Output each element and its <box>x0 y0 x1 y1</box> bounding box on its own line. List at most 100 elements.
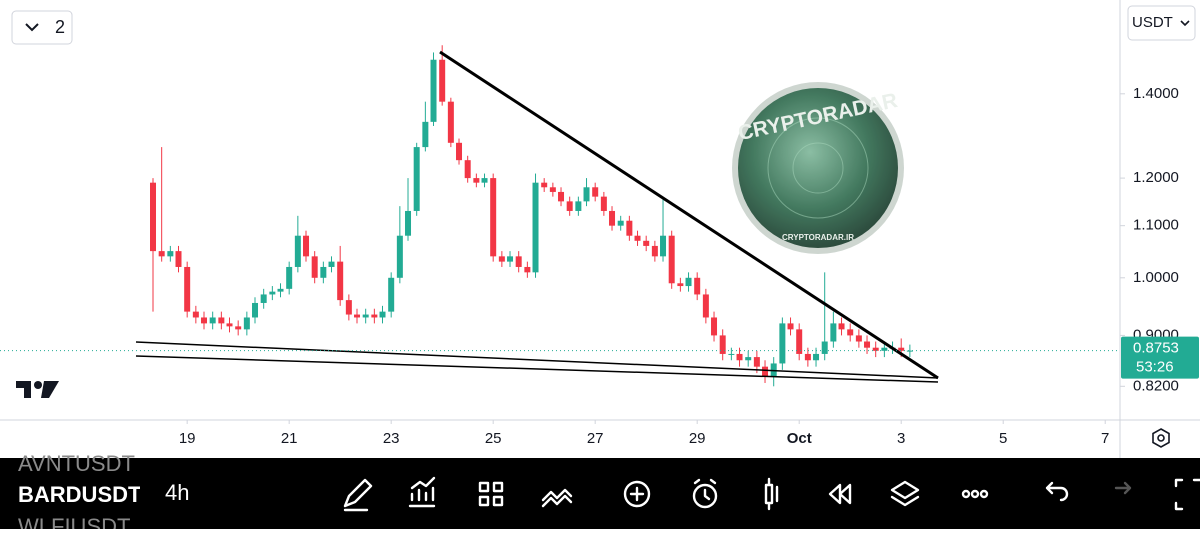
trend-line <box>135 355 939 383</box>
candle-body <box>838 323 845 330</box>
symbol[interactable]: AVNTUSDT <box>18 451 135 476</box>
trend-line <box>439 50 939 380</box>
candle-body <box>906 350 913 352</box>
candle-body <box>396 235 403 278</box>
watermark-site: CRYPTORADAR.IR <box>782 233 854 242</box>
candle-body <box>549 187 556 192</box>
candle-body <box>184 266 191 312</box>
alert-icon[interactable] <box>693 478 717 501</box>
candle-body <box>167 251 174 257</box>
candle-body <box>736 353 743 361</box>
candle-body <box>685 277 692 287</box>
candle-body <box>813 353 820 361</box>
candle-body <box>175 251 182 267</box>
background <box>0 0 1200 458</box>
timeframe[interactable]: 4h <box>165 480 189 505</box>
button-frame <box>11 10 73 45</box>
x-tick-label: 7 <box>1101 430 1109 447</box>
candle-body <box>473 178 480 183</box>
candle-body <box>855 335 862 342</box>
candle-body <box>532 182 539 273</box>
redo-icon[interactable] <box>1114 481 1132 495</box>
candle-body <box>575 201 582 211</box>
logo-part <box>16 381 31 398</box>
candle-body <box>515 256 522 267</box>
logo-part <box>34 381 42 389</box>
symbol[interactable]: BARDUSDT <box>18 482 142 507</box>
candle-body <box>422 121 429 148</box>
alert-icon[interactable] <box>692 483 718 509</box>
more-icon[interactable] <box>979 489 989 499</box>
candle-body <box>243 317 250 330</box>
settings-button[interactable] <box>1152 428 1170 448</box>
plot <box>150 45 913 387</box>
candle-body <box>745 357 752 361</box>
button-frame <box>1127 5 1196 41</box>
candle-body <box>643 240 650 246</box>
candle-body <box>354 314 361 318</box>
candle-body <box>779 323 786 364</box>
candle-body <box>694 277 701 295</box>
candle-body <box>609 210 616 226</box>
candle-body <box>447 101 454 143</box>
draw-icon[interactable] <box>343 478 373 512</box>
candle-body <box>252 302 259 318</box>
candle-body <box>804 353 811 361</box>
more-icon[interactable] <box>961 489 971 499</box>
layout-icon[interactable] <box>478 481 504 507</box>
candle-body <box>303 235 310 257</box>
candle-body <box>498 256 505 262</box>
candle-body <box>311 256 318 278</box>
candle-body <box>464 160 471 179</box>
candle-body <box>379 311 386 318</box>
x-tick-label: 19 <box>179 430 196 447</box>
candle-body <box>762 366 769 377</box>
candle-body <box>898 347 905 351</box>
watermark-radar <box>767 117 869 219</box>
more-icon[interactable] <box>970 489 980 499</box>
candle-body <box>583 187 590 202</box>
interval-count: 2 <box>55 17 65 37</box>
candle-body <box>337 261 344 301</box>
candle-body <box>507 256 514 262</box>
candle-body <box>439 59 446 102</box>
symbol[interactable]: WLFIUSDT <box>18 514 130 534</box>
x-tick-label: 25 <box>485 430 502 447</box>
candle-body <box>286 266 293 289</box>
candle-body <box>787 323 794 330</box>
x-tick-label: 21 <box>281 430 298 447</box>
candle-body <box>490 178 497 257</box>
candle-body <box>668 235 675 284</box>
chart-type-icon[interactable] <box>764 477 779 511</box>
layers-icon[interactable] <box>890 480 920 507</box>
add-icon[interactable] <box>623 480 651 508</box>
candle-body <box>226 323 233 327</box>
replay-icon[interactable] <box>828 483 852 505</box>
interval-button[interactable]: 2 <box>11 10 73 45</box>
candle-body <box>481 178 488 183</box>
gear <box>1157 434 1165 442</box>
add-icon[interactable] <box>629 486 645 502</box>
currency-button[interactable]: USDT <box>1127 5 1196 41</box>
trend-line <box>135 341 939 379</box>
candle-body <box>201 317 208 324</box>
candle-body <box>388 277 395 312</box>
candle-body <box>541 182 548 188</box>
price-label-bg <box>1121 336 1199 379</box>
currency: USDT <box>1132 14 1173 31</box>
candle-body <box>328 261 335 267</box>
candle-body <box>864 341 871 348</box>
y-tick-label: 0.8200 <box>1133 377 1179 394</box>
fullscreen-icon[interactable] <box>1174 478 1200 511</box>
candle-body <box>719 335 726 354</box>
candle-body <box>702 294 709 318</box>
candle-body <box>847 329 854 336</box>
candle-body <box>566 201 573 211</box>
watermark-disc <box>738 88 898 248</box>
candle-body <box>796 329 803 354</box>
compare-icon[interactable] <box>541 488 573 508</box>
undo-icon[interactable] <box>1045 481 1069 502</box>
indicators-icon[interactable] <box>408 476 436 508</box>
candle-body <box>269 291 276 295</box>
